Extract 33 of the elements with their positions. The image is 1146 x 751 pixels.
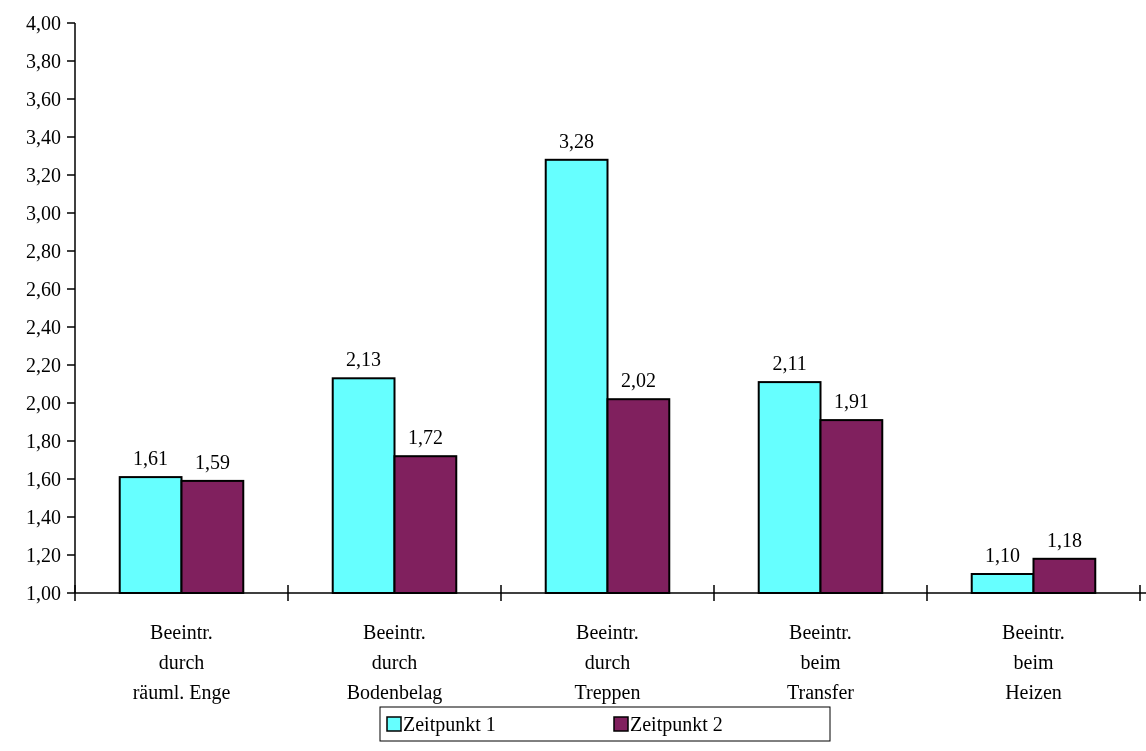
y-tick-label: 3,20 (26, 164, 61, 186)
data-label: 2,13 (346, 348, 382, 371)
y-tick-label: 2,00 (26, 392, 61, 414)
y-tick-label: 1,60 (26, 468, 61, 490)
x-tick-label: Beeintr. beim Transfer (786, 621, 855, 703)
y-tick-label: 3,40 (26, 126, 61, 148)
data-label: 1,61 (133, 447, 169, 470)
x-tick-label: Beeintr. durch räuml. Enge (132, 621, 231, 704)
y-tick-label: 1,40 (26, 506, 61, 528)
legend-label: Zeitpunkt 1 (403, 713, 496, 736)
y-tick-label: 3,60 (26, 88, 61, 110)
data-label: 3,28 (559, 129, 595, 152)
y-tick-label: 2,40 (26, 316, 61, 338)
x-tick-label: Beeintr. durch Treppen (574, 621, 641, 704)
y-tick-label: 3,00 (26, 202, 61, 224)
y-tick-label: 1,00 (26, 582, 61, 604)
data-label: 1,72 (407, 426, 443, 449)
data-label: 1,18 (1046, 528, 1082, 551)
x-tick-label: Beeintr. beim Heizen (1002, 621, 1065, 703)
y-tick-label: 2,20 (26, 354, 61, 376)
y-tick-label: 1,80 (26, 430, 61, 452)
data-label: 1,10 (985, 544, 1021, 566)
y-tick-label: 3,80 (26, 50, 61, 72)
x-tick-label: Beeintr. durch Bodenbelag (346, 621, 443, 704)
y-tick-label: 4,00 (26, 12, 61, 34)
legend-label: Zeitpunkt 2 (630, 713, 723, 736)
data-label: 1,91 (833, 390, 869, 413)
data-label: 2,02 (620, 369, 656, 392)
y-tick-label: 2,60 (26, 278, 61, 300)
y-tick-label: 2,80 (26, 240, 61, 262)
data-label: 1,59 (194, 450, 230, 473)
data-label: 2,11 (772, 352, 807, 375)
y-tick-label: 1,20 (26, 544, 61, 566)
